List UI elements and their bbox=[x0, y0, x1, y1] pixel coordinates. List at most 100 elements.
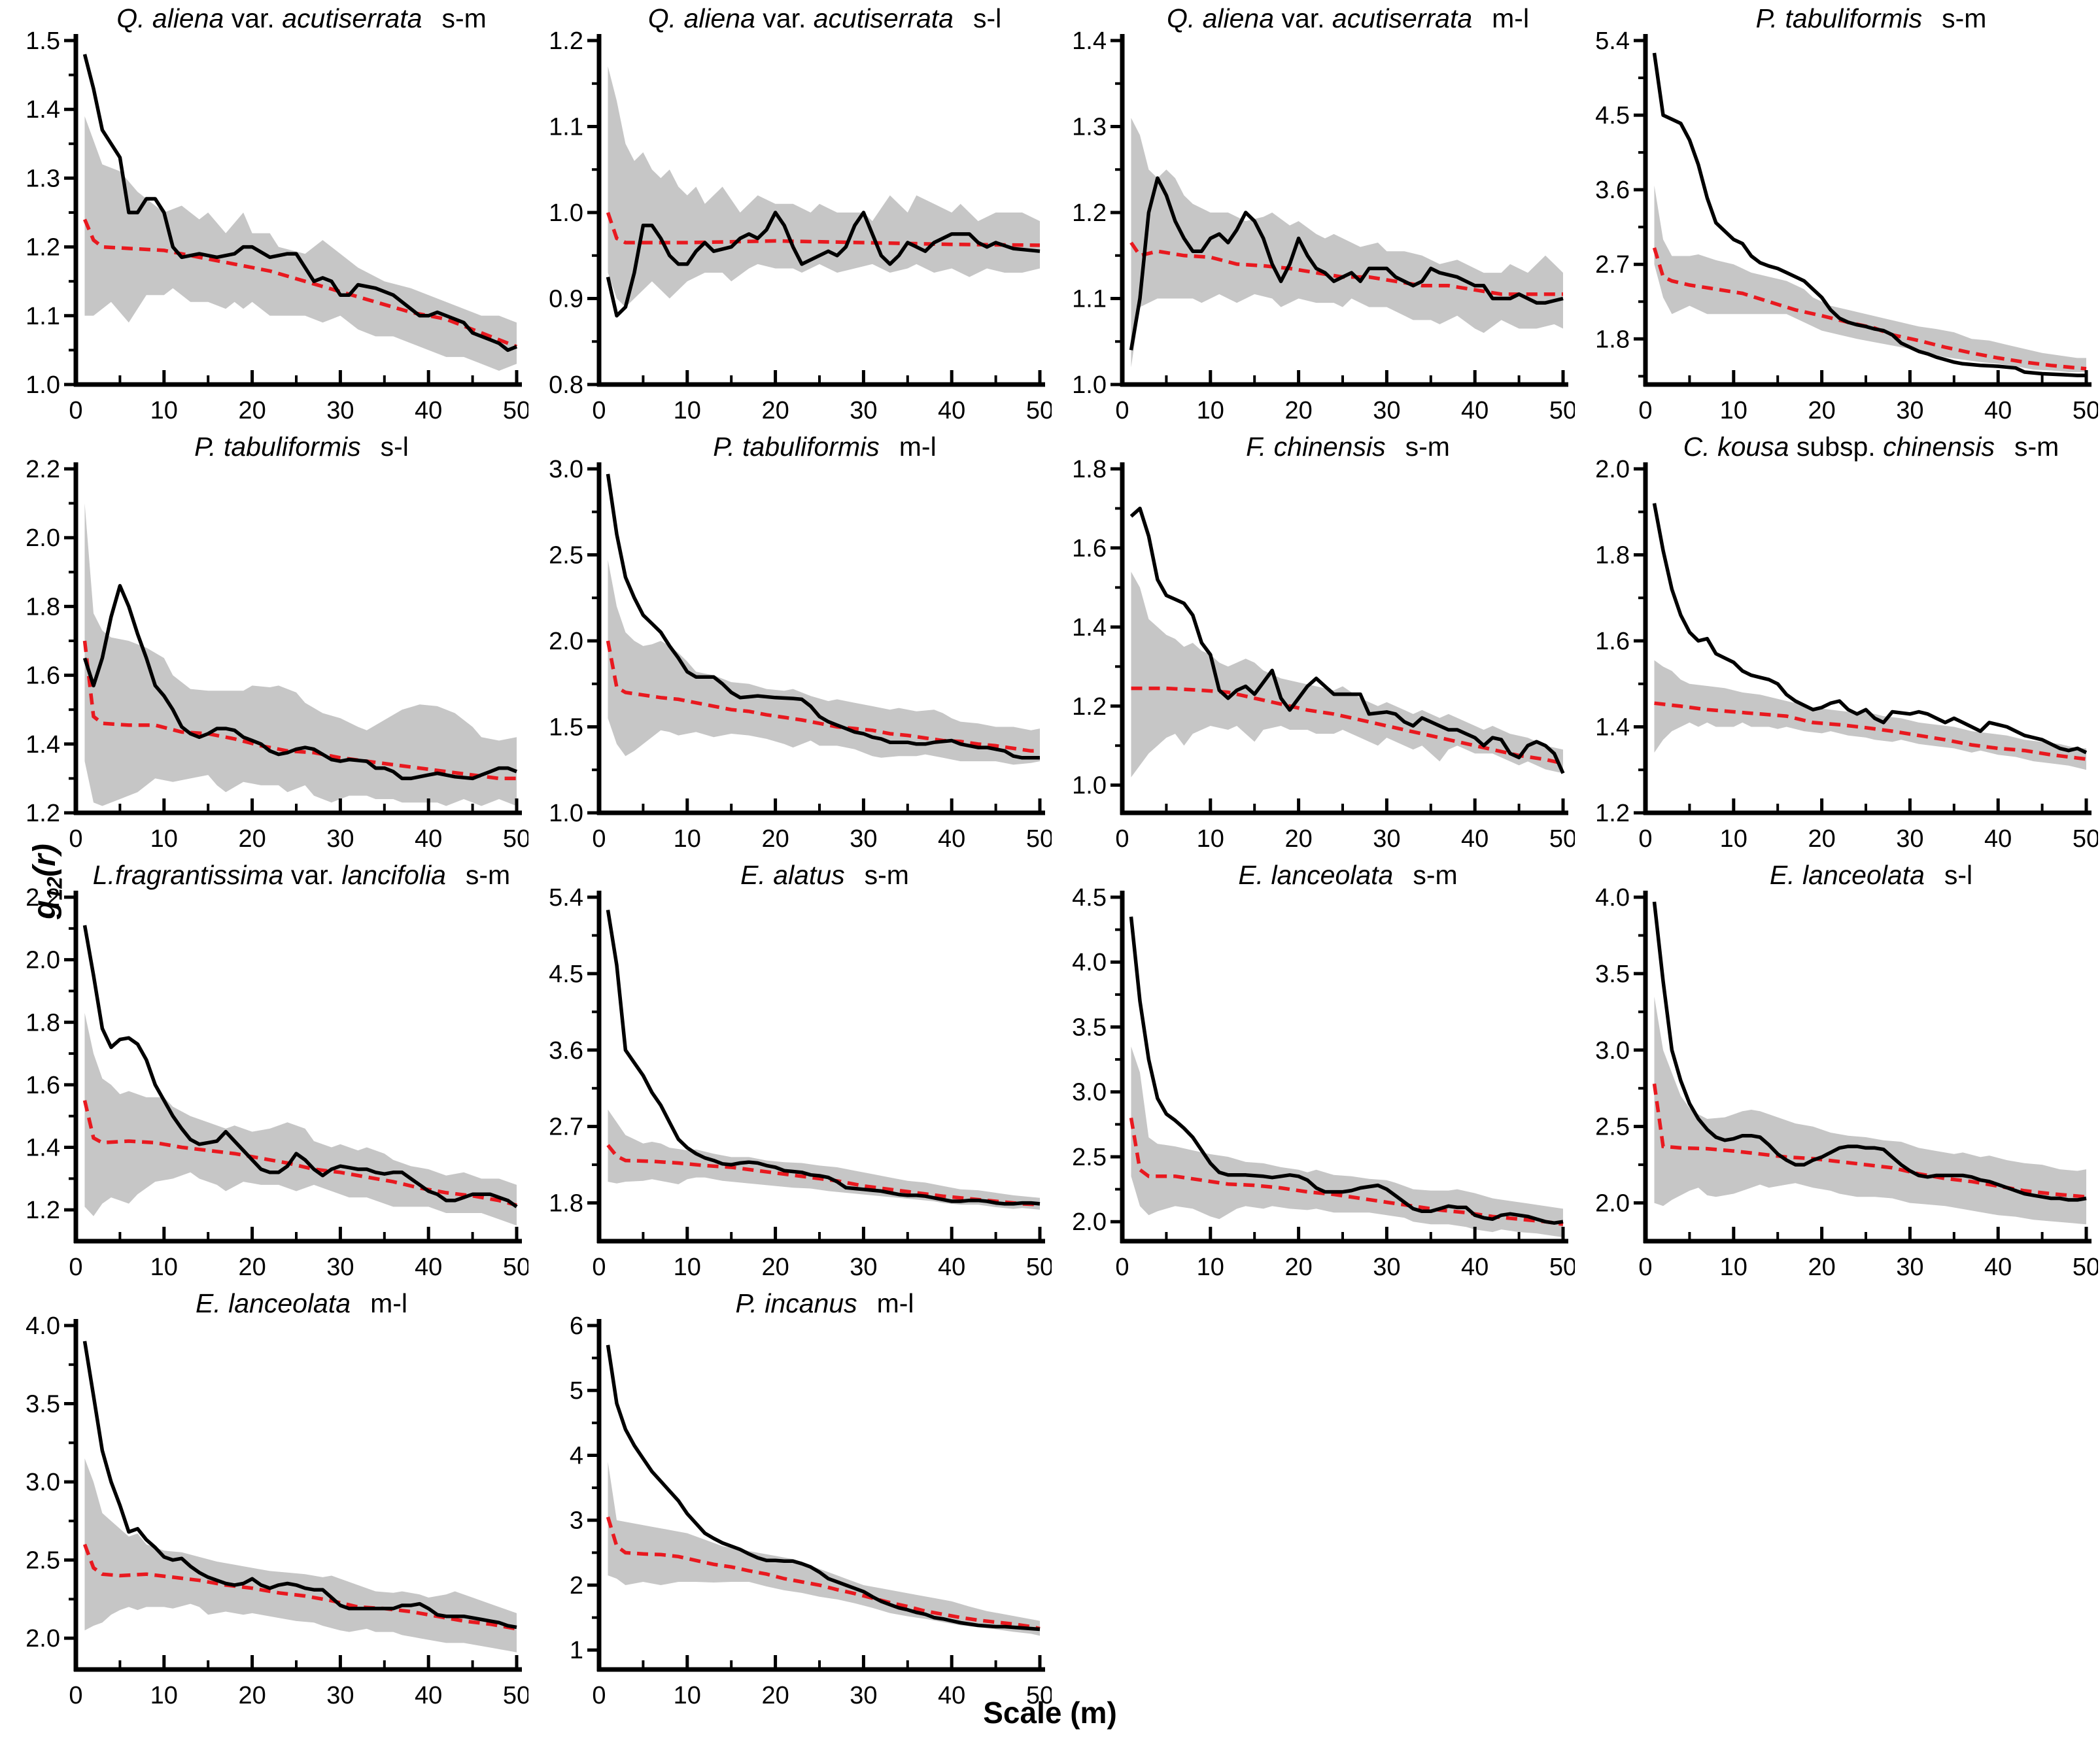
y-tick-label: 1.8 bbox=[26, 1009, 60, 1036]
x-tick-label: 40 bbox=[415, 825, 442, 853]
y-tick-label: 1.0 bbox=[549, 800, 583, 827]
y-tick-label: 2.5 bbox=[549, 542, 583, 570]
x-tick-label: 20 bbox=[761, 1682, 789, 1709]
y-tick-label: 2.0 bbox=[1595, 1190, 1630, 1218]
observed-line bbox=[82, 925, 518, 1208]
x-tick-label: 40 bbox=[1984, 1254, 2012, 1281]
x-tick-label: 30 bbox=[326, 1682, 354, 1709]
panel-grid: 0 10 20 30 40 50 1.0 1.1 1.2 1.3 1.4 1.5 Q. aliena v… bbox=[5, 4, 2098, 1717]
x-tick-label: 0 bbox=[1115, 1254, 1129, 1281]
y-tick-label: 0.9 bbox=[549, 286, 583, 313]
x-tick-label: 0 bbox=[592, 825, 606, 853]
confidence-envelope bbox=[1131, 1046, 1563, 1237]
pair-label: s-m bbox=[1413, 861, 1457, 890]
y-tick-label: 1.2 bbox=[1072, 199, 1107, 227]
x-tick-label: 30 bbox=[850, 825, 877, 853]
x-tick-label: 20 bbox=[238, 1682, 266, 1709]
y-tick-label: 1.2 bbox=[549, 27, 583, 55]
panel-title: F. chinensis s-m bbox=[1246, 432, 1450, 462]
confidence-envelope bbox=[84, 116, 517, 371]
x-tick-label: 50 bbox=[1026, 1682, 1052, 1709]
y-tick-label: 1.2 bbox=[26, 234, 60, 262]
confidence-envelope bbox=[608, 1109, 1040, 1210]
x-tick-label: 50 bbox=[1549, 1254, 1575, 1281]
x-tick-label: 10 bbox=[1197, 1254, 1224, 1281]
x-tick-label: 50 bbox=[503, 397, 528, 424]
x-tick-label: 40 bbox=[1461, 1254, 1489, 1281]
confidence-envelope bbox=[1131, 118, 1563, 368]
x-tick-label: 20 bbox=[761, 397, 789, 424]
y-tick-label: 1.4 bbox=[1595, 714, 1630, 742]
y-tick-label: 1.6 bbox=[1595, 628, 1630, 655]
x-tick-label: 0 bbox=[69, 825, 82, 853]
x-tick-label: 10 bbox=[674, 1254, 701, 1281]
y-axis-label-g: g bbox=[27, 900, 62, 919]
y-tick-label: 4.0 bbox=[26, 1312, 60, 1340]
y-tick-label: 1.6 bbox=[1072, 535, 1107, 562]
y-tick-label: 4 bbox=[570, 1442, 583, 1469]
panel-title: E. lanceolata s-m bbox=[1238, 861, 1457, 890]
panel-6-m-l: 0 10 20 30 40 50 1.0 1.5 2.0 2.5 3.0 P. tabuliformi… bbox=[549, 432, 1052, 853]
y-axis-label: g12(r) bbox=[27, 844, 67, 919]
y-tick-label: 2.0 bbox=[1595, 456, 1630, 483]
y-tick-label: 5.4 bbox=[1595, 27, 1630, 55]
x-tick-label: 20 bbox=[1284, 825, 1312, 853]
y-tick-label: 1.0 bbox=[1072, 772, 1107, 800]
y-tick-label: 3.5 bbox=[26, 1391, 60, 1418]
x-tick-label: 20 bbox=[238, 1254, 266, 1281]
x-tick-label: 40 bbox=[1461, 825, 1489, 853]
y-tick-label: 2.5 bbox=[26, 1547, 60, 1575]
y-tick-label: 1.4 bbox=[26, 96, 60, 124]
x-tick-label: 20 bbox=[238, 825, 266, 853]
panel-11-s-m: 0 10 20 30 40 50 2.0 2.5 3.0 3.5 4.0 4.5 E. lanceola… bbox=[1072, 861, 1575, 1281]
observed-line bbox=[1129, 176, 1564, 351]
x-tick-label: 10 bbox=[150, 825, 178, 853]
x-tick-label: 20 bbox=[238, 397, 266, 424]
x-tick-label: 10 bbox=[1197, 825, 1224, 853]
x-tick-label: 20 bbox=[761, 1254, 789, 1281]
x-tick-label: 10 bbox=[674, 1682, 701, 1709]
x-tick-label: 50 bbox=[2073, 1254, 2098, 1281]
pair-label: m-l bbox=[1492, 4, 1529, 33]
y-tick-label: 1.0 bbox=[1072, 371, 1107, 399]
panel-title: E. lanceolata s-l bbox=[1770, 861, 1972, 890]
y-tick-label: 1.1 bbox=[1072, 286, 1107, 313]
panel-5-s-l: 0 10 20 30 40 50 1.2 1.4 1.6 1.8 2.0 2.2 P. tabulifo… bbox=[26, 432, 528, 853]
x-tick-label: 10 bbox=[1720, 1254, 1747, 1281]
y-tick-label: 2.2 bbox=[26, 456, 60, 483]
y-tick-label: 3.0 bbox=[1595, 1037, 1630, 1065]
x-tick-label: 0 bbox=[592, 397, 606, 424]
y-tick-label: 1.8 bbox=[26, 593, 60, 621]
y-tick-label: 3.5 bbox=[1595, 961, 1630, 988]
y-tick-label: 2 bbox=[570, 1572, 583, 1600]
y-tick-label: 1.2 bbox=[1072, 693, 1107, 721]
pair-label: s-m bbox=[865, 861, 909, 890]
observed-line bbox=[82, 1341, 517, 1630]
y-tick-label: 5 bbox=[570, 1377, 583, 1405]
y-tick-label: 3.6 bbox=[549, 1037, 583, 1065]
x-tick-label: 30 bbox=[326, 1254, 354, 1281]
confidence-envelope bbox=[84, 1012, 517, 1226]
y-tick-label: 1.8 bbox=[1072, 456, 1107, 483]
pair-label: s-l bbox=[381, 432, 409, 462]
pair-label: s-m bbox=[2014, 432, 2059, 462]
panel-title: E. alatus s-m bbox=[740, 861, 909, 890]
y-tick-label: 1 bbox=[570, 1637, 583, 1664]
y-tick-label: 1.3 bbox=[26, 165, 60, 192]
x-tick-label: 0 bbox=[592, 1682, 606, 1709]
panel-3-m-l: 0 10 20 30 40 50 1.0 1.1 1.2 1.3 1.4 Q. aliena var.… bbox=[1072, 4, 1575, 424]
panel-2-s-l: 0 10 20 30 40 50 0.8 0.9 1.0 1.1 1.2 Q. aliena var.… bbox=[549, 4, 1052, 424]
panel-7-s-m: 0 10 20 30 40 50 1.0 1.2 1.4 1.6 1.8 F. chinensis s-… bbox=[1072, 432, 1575, 853]
y-tick-label: 3.6 bbox=[1595, 177, 1630, 204]
x-tick-label: 10 bbox=[1720, 825, 1747, 853]
x-tick-label: 0 bbox=[1638, 397, 1652, 424]
observed-line bbox=[606, 473, 1040, 760]
observed-line bbox=[82, 54, 518, 352]
y-tick-label: 1.2 bbox=[26, 800, 60, 827]
confidence-envelope bbox=[84, 503, 517, 806]
panel-title: P. incanus m-l bbox=[735, 1289, 914, 1318]
x-tick-label: 50 bbox=[2073, 397, 2098, 424]
x-tick-label: 10 bbox=[1720, 397, 1747, 424]
y-tick-label: 2.0 bbox=[549, 628, 583, 655]
